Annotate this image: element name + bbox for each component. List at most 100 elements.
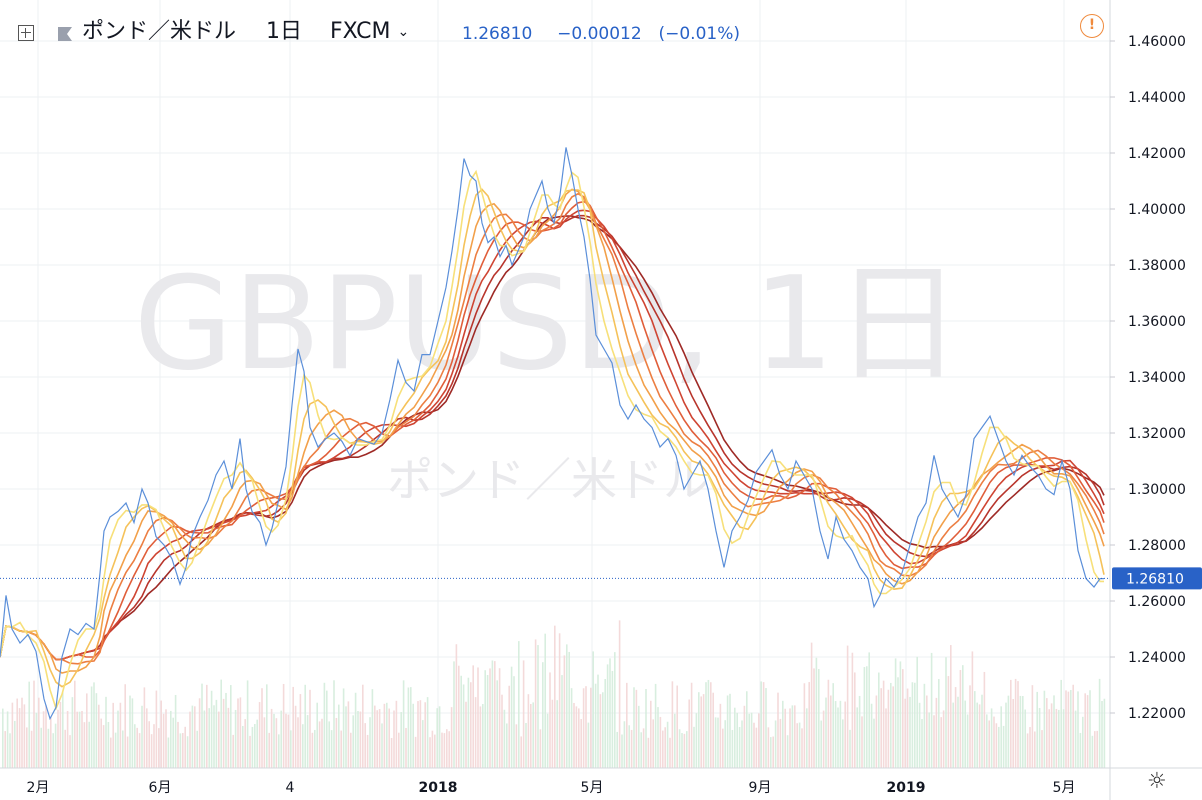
flag-icon[interactable] <box>56 25 74 43</box>
volume-bar <box>1000 706 1002 768</box>
volume-bar <box>698 692 700 768</box>
volume-bar <box>369 717 371 768</box>
volume-bar <box>227 707 230 768</box>
x-tick-label: 5月 <box>1053 780 1076 796</box>
alert-icon[interactable]: ! <box>1080 14 1104 38</box>
volume-bar <box>1014 678 1017 768</box>
volume-bar <box>1077 691 1079 768</box>
volume-bar <box>62 692 64 768</box>
volume-bar <box>1019 695 1022 768</box>
plus-square-icon[interactable] <box>18 25 34 41</box>
volume-bar <box>832 683 834 768</box>
volume-bar <box>1067 691 1070 768</box>
volume-bar <box>1041 730 1043 768</box>
volume-bar <box>189 711 191 768</box>
volume-bar <box>897 677 899 768</box>
volume-bar <box>678 729 681 768</box>
volume-bar <box>184 726 186 768</box>
volume-bar <box>114 732 117 768</box>
volume-bar <box>945 657 947 768</box>
volume-bar <box>597 674 599 768</box>
volume-bar <box>688 699 690 768</box>
volume-bar <box>59 701 62 768</box>
volume-bar <box>825 697 827 768</box>
volume-bar <box>328 721 330 768</box>
volume-bar <box>311 732 314 768</box>
volume-bar <box>695 713 698 768</box>
last-price: 1.26810 <box>462 24 533 44</box>
volume-bar <box>506 723 508 768</box>
volume-bar <box>530 703 532 768</box>
volume-bar <box>357 711 359 768</box>
volume-bar <box>434 734 436 768</box>
volume-bar <box>28 681 30 768</box>
volume-bar <box>441 732 443 768</box>
volume-bar <box>990 708 993 768</box>
volume-bar <box>165 709 167 768</box>
volume-bar <box>818 669 820 768</box>
symbol-name[interactable]: ポンド／米ドル <box>82 19 237 44</box>
volume-bar <box>429 737 431 768</box>
volume-bar <box>486 675 489 768</box>
volume-bar <box>350 732 352 768</box>
volume-bar <box>902 669 904 768</box>
volume-bar <box>74 680 76 768</box>
volume-bar <box>914 682 916 768</box>
volume-bar <box>1043 690 1046 768</box>
volume-bar <box>839 700 842 768</box>
volume-bar <box>345 706 347 768</box>
volume-bar <box>81 710 83 768</box>
volume-bar <box>671 681 674 768</box>
volume-bar <box>1091 735 1094 768</box>
volume-bar <box>1060 679 1062 768</box>
volume-bar <box>995 723 998 768</box>
volume-bar <box>95 693 98 768</box>
exchange-label[interactable]: FXCM <box>330 19 391 44</box>
volume-bar <box>544 633 546 768</box>
volume-bar <box>911 682 914 768</box>
volume-bar <box>38 697 40 768</box>
volume-bar <box>470 682 472 768</box>
volume-bar <box>172 717 174 768</box>
volume-bar <box>198 698 201 768</box>
volume-bar <box>508 685 510 768</box>
watermark-symbol: GBPUSD, 1日 <box>134 250 963 399</box>
volume-bar <box>1002 725 1005 768</box>
volume-bar <box>515 724 518 768</box>
volume-bar <box>496 680 498 768</box>
volume-bar <box>395 700 398 768</box>
volume-bar <box>359 711 362 768</box>
interval-label[interactable]: 1日 <box>266 19 303 44</box>
volume-bar <box>650 700 652 768</box>
volume-bar <box>534 639 537 768</box>
volume-bar <box>64 729 66 768</box>
volume-bar <box>851 652 854 768</box>
volume-bar <box>1084 693 1086 768</box>
symbol-header[interactable]: ポンド／米ドル 1日 FXCM ⌄ <box>82 14 409 50</box>
gear-icon[interactable]: ☼ <box>1147 769 1167 794</box>
chevron-down-icon[interactable]: ⌄ <box>397 24 410 40</box>
volume-bar <box>381 723 383 768</box>
volume-bar <box>246 680 249 768</box>
volume-bar <box>988 720 990 768</box>
volume-bar <box>83 722 86 768</box>
y-tick-label: 1.30000 <box>1128 482 1186 498</box>
volume-bar <box>215 699 218 768</box>
volume-bar <box>50 716 52 768</box>
volume-bar <box>1101 701 1103 768</box>
volume-bar <box>578 708 580 768</box>
volume-bar <box>674 713 676 768</box>
volume-bar <box>448 731 450 768</box>
volume-bar <box>890 682 892 768</box>
volume-bar <box>602 692 604 768</box>
volume-bar <box>676 685 678 768</box>
volume-bar <box>638 705 640 768</box>
volume-bar <box>923 683 926 768</box>
volume-bar <box>762 682 765 768</box>
volume-bar <box>736 712 738 768</box>
volume-bar <box>201 683 203 768</box>
volume-bar <box>131 698 134 768</box>
y-tick-label: 1.34000 <box>1128 370 1186 386</box>
volume-bar <box>587 722 590 768</box>
